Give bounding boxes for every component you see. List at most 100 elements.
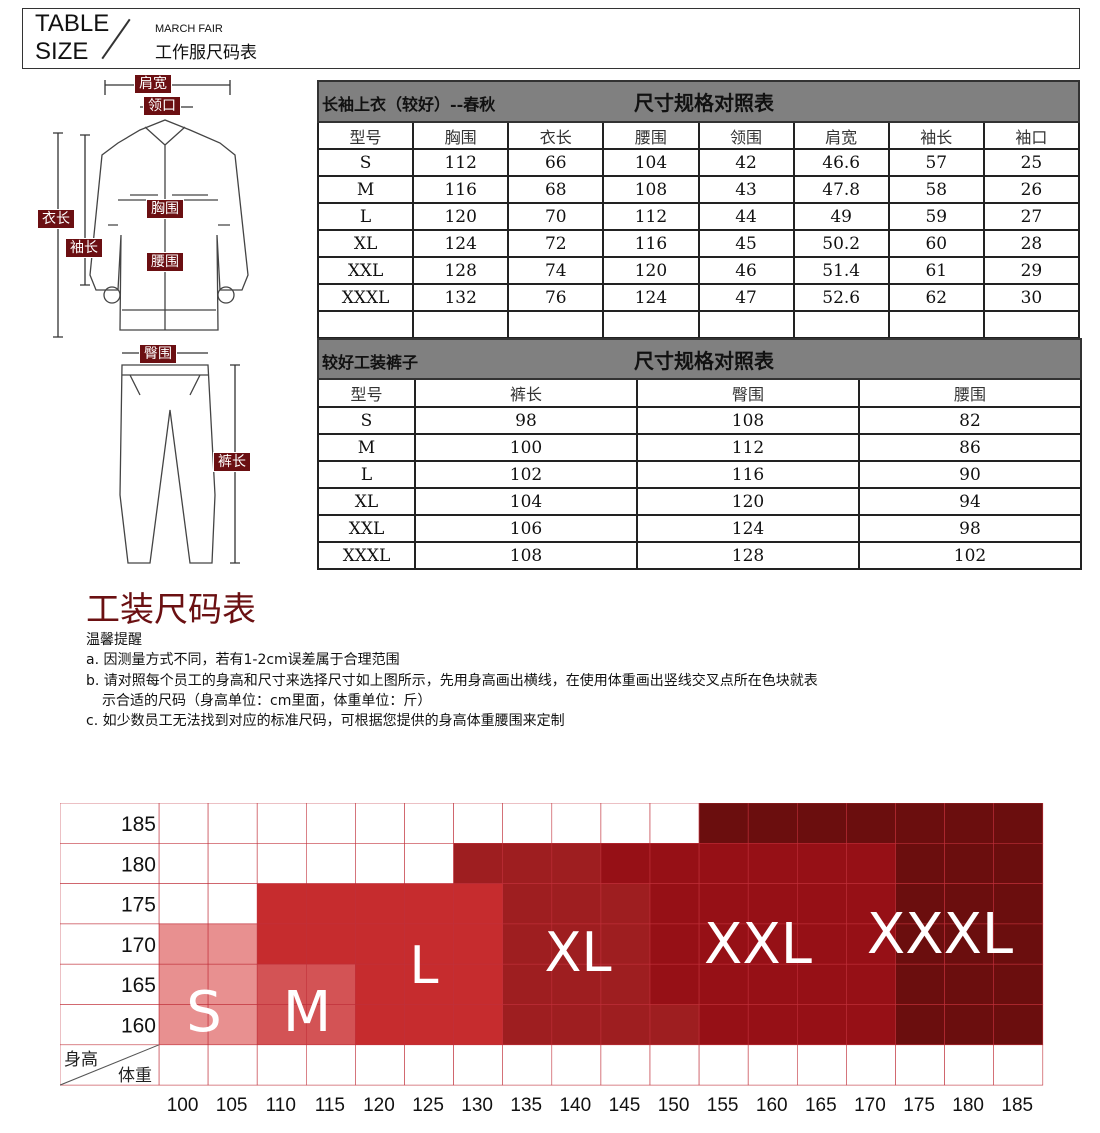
heatmap-cell-M xyxy=(256,1004,307,1046)
table-row: M 100 112 86 xyxy=(317,433,1082,462)
table-cell: 112 xyxy=(412,148,510,177)
table-cell: 124 xyxy=(412,229,510,258)
table-cell: 116 xyxy=(602,229,700,258)
heatmap-cell-empty xyxy=(600,803,651,844)
table-cell: 102 xyxy=(414,460,638,489)
page-header: TABLE SIZE MARCH FAIR 工作服尺码表 xyxy=(22,8,1080,69)
height-label-cell xyxy=(60,963,160,1005)
table-cell: 49 xyxy=(792,202,890,231)
table-cell: 82 xyxy=(858,406,1082,435)
x-tick-label: 140 xyxy=(559,1095,592,1116)
size-label-XXXL: XXXL xyxy=(867,902,1013,967)
column-header: 肩宽 xyxy=(792,121,890,150)
table-cell: 106 xyxy=(414,514,638,543)
table-cell: 132 xyxy=(412,283,510,312)
heatmap-cell-S xyxy=(207,963,258,1005)
table-cell: 66 xyxy=(507,148,605,177)
note-c: c. 如少数员工无法找到对应的标准尺码，可根据您提供的身高体重腰围来定制 xyxy=(86,713,565,729)
heatmap-cell-M xyxy=(256,963,307,1005)
table-cell: 108 xyxy=(602,175,700,204)
heatmap-cell-empty xyxy=(649,803,700,844)
heatmap-cell-L xyxy=(306,923,356,965)
heatmap-cell-XL xyxy=(453,842,504,884)
weight-row-cell xyxy=(207,1044,258,1086)
size-label-XXL: XXL xyxy=(704,912,812,977)
jacket-size-table: 长袖上衣（较好）--春秋 尺寸规格对照表 型号 胸围 衣长 腰围 领围 肩宽 袖长 袖口 S 112… xyxy=(316,80,1081,339)
size-label-S: S xyxy=(186,980,222,1045)
table-cell: 50.2 xyxy=(792,229,890,258)
heatmap-cell-XXXL xyxy=(796,803,847,844)
heatmap-cell-XXXL xyxy=(698,803,749,844)
table-cell: 62 xyxy=(887,283,985,312)
heatmap-cell-XXL xyxy=(796,883,847,925)
heatmap-cell-S xyxy=(207,1004,258,1046)
table-cell: 128 xyxy=(412,256,510,285)
heatmap-cell-XL xyxy=(600,883,651,925)
heatmap-cell-M xyxy=(306,1004,356,1046)
table-cell: 86 xyxy=(858,433,1082,462)
heatmap-cell-empty xyxy=(306,842,356,884)
size-cell: M xyxy=(316,175,415,204)
y-axis-label: 身高 xyxy=(64,1050,98,1070)
table-title: 尺寸规格对照表 xyxy=(634,348,774,373)
empty-cell xyxy=(792,310,890,339)
heatmap-cell-empty xyxy=(551,803,602,844)
table-cell: 98 xyxy=(858,514,1082,543)
empty-cell xyxy=(316,310,415,339)
heatmap-cell-empty xyxy=(355,803,405,844)
note-b: b. 请对照每个员工的身高和尺寸来选择尺寸如上图所示，先用身高画出横线，在使用体… xyxy=(86,673,818,689)
heatmap-cell-L xyxy=(453,883,504,925)
heatmap-cell-XXXL xyxy=(993,1004,1044,1046)
heatmap-cell-XXXL xyxy=(895,803,945,844)
label-pants-length: 裤长 xyxy=(213,452,251,472)
weight-row-cell xyxy=(502,1044,553,1086)
table-cell: 74 xyxy=(507,256,605,285)
weight-row-cell xyxy=(649,1044,700,1086)
header-size: SIZE xyxy=(35,38,89,65)
table-row: XXXL 108 128 102 xyxy=(317,541,1082,570)
y-tick-label: 185 xyxy=(121,813,156,836)
table-row: L 102 116 90 xyxy=(317,460,1082,489)
weight-row-cell xyxy=(895,1044,945,1086)
table-cell: 120 xyxy=(636,487,860,516)
table-cell: 47.8 xyxy=(792,175,890,204)
heatmap-cell-XXL xyxy=(698,1004,749,1046)
label-chest: 胸围 xyxy=(146,199,184,219)
label-shoulder: 肩宽 xyxy=(134,74,172,94)
weight-row-cell xyxy=(158,1044,209,1086)
heatmap-cell-XXL xyxy=(649,883,700,925)
heatmap-cell-empty xyxy=(207,883,258,925)
heatmap-cell-XXXL xyxy=(747,803,798,844)
table-cell: 27 xyxy=(982,202,1081,231)
section-title: 工装尺码表 xyxy=(86,590,256,630)
heatmap-cell-empty xyxy=(207,803,258,844)
heatmap-cell-XXL xyxy=(649,963,700,1005)
heatmap-cell-XXXL xyxy=(993,803,1044,844)
weight-row-cell xyxy=(993,1044,1044,1086)
x-tick-label: 145 xyxy=(608,1095,641,1116)
heatmap-cell-empty xyxy=(256,842,307,884)
table-cell: 112 xyxy=(602,202,700,231)
heatmap-cell-XXL xyxy=(846,842,896,884)
weight-row-cell xyxy=(698,1044,749,1086)
table-cell: 52.6 xyxy=(792,283,890,312)
x-tick-label: 155 xyxy=(706,1095,739,1116)
column-header: 袖口 xyxy=(982,121,1081,150)
size-cell: S xyxy=(317,406,416,435)
heatmap-cell-XL xyxy=(502,883,553,925)
y-tick-label: 180 xyxy=(121,853,156,876)
pants-size-table: 较好工装裤子 尺寸规格对照表 型号 裤长 臀围 腰围 S 98 108 82 M 100 112 86 L… xyxy=(317,338,1082,570)
heatmap-cell-XXXL xyxy=(944,803,994,844)
heatmap-cell-L xyxy=(404,963,454,1005)
table-cell: 47 xyxy=(697,283,795,312)
table-cell: 102 xyxy=(858,541,1082,570)
heatmap-cell-XXL xyxy=(747,842,798,884)
x-tick-label: 160 xyxy=(755,1095,788,1116)
table-cell: 58 xyxy=(887,175,985,204)
column-header: 臀围 xyxy=(636,378,860,408)
heatmap-cell-empty xyxy=(207,842,258,884)
heatmap-cell-XXL xyxy=(698,883,749,925)
table-cell: 98 xyxy=(414,406,638,435)
heatmap-cell-empty xyxy=(256,803,307,844)
size-cell: M xyxy=(317,433,416,462)
